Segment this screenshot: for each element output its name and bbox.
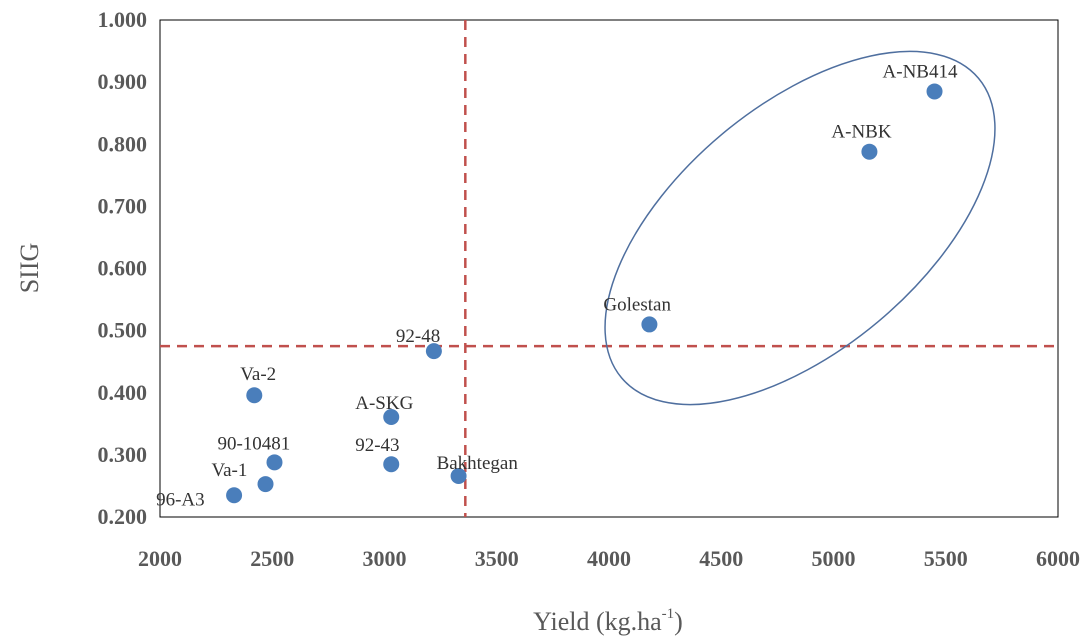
x-axis-ticks: 2000 2500 3000 3500 4000 4500 5000 5500 6000 [138,546,1080,571]
data-point [226,487,243,504]
y-tick-label: 0.900 [98,69,148,94]
y-tick-label: 0.700 [98,193,148,218]
data-point-label: 90-10481 [217,433,290,454]
data-point-label: Golestan [603,294,671,315]
data-point-label: A-NB414 [883,61,958,82]
data-point-label: 96-A3 [156,489,205,510]
cluster-ellipse [604,50,996,406]
x-tick-label: 3500 [475,546,519,571]
x-tick-label: 4000 [587,546,631,571]
y-tick-label: 0.400 [98,380,148,405]
y-tick-label: 0.800 [98,131,148,156]
x-axis-title: Yield (kg.ha-1) [533,606,683,636]
x-tick-label: 3000 [363,546,407,571]
data-points [226,83,943,504]
data-point-label: 92-48 [396,326,440,347]
data-point [641,316,658,333]
y-tick-label: 0.200 [98,504,148,529]
y-tick-label: 1.000 [98,7,148,32]
x-tick-label: 2000 [138,546,182,571]
point-labels: A-NB414 A-NBK Golestan 92-48 Va-2 A-SKG 90-104… [156,61,958,510]
data-point [246,387,263,404]
reference-lines [160,20,1058,517]
data-point-label: Va-2 [240,364,276,385]
data-point [450,467,467,484]
y-tick-label: 0.500 [98,318,148,343]
data-point-label: Va-1 [212,460,248,481]
y-tick-label: 0.300 [98,442,148,467]
data-point-label: Bakhtegan [437,453,519,474]
x-axis-title-main: Yield (kg.ha [533,607,662,636]
y-axis-ticks: 0.200 0.300 0.400 0.500 0.600 0.700 0.800 0.900… [98,7,148,529]
x-axis-title-superscript: -1 [662,606,675,622]
x-tick-label: 5000 [812,546,856,571]
data-point-label: A-NBK [831,122,891,143]
data-point-label: 92-43 [355,435,399,456]
data-point [266,454,283,471]
x-tick-label: 2500 [250,546,294,571]
data-point-label: A-SKG [355,393,413,414]
x-tick-label: 5500 [924,546,968,571]
data-point [926,83,943,100]
y-tick-label: 0.600 [98,256,148,281]
data-point [383,456,400,473]
plot-area-border [159,19,1059,518]
x-tick-label: 6000 [1036,546,1080,571]
x-axis-title-close: ) [674,607,683,636]
data-point [425,343,442,360]
x-tick-label: 4500 [699,546,743,571]
data-point [383,408,400,425]
data-point [861,143,878,160]
data-point [257,476,274,493]
y-axis-title: SIIG [15,243,44,294]
